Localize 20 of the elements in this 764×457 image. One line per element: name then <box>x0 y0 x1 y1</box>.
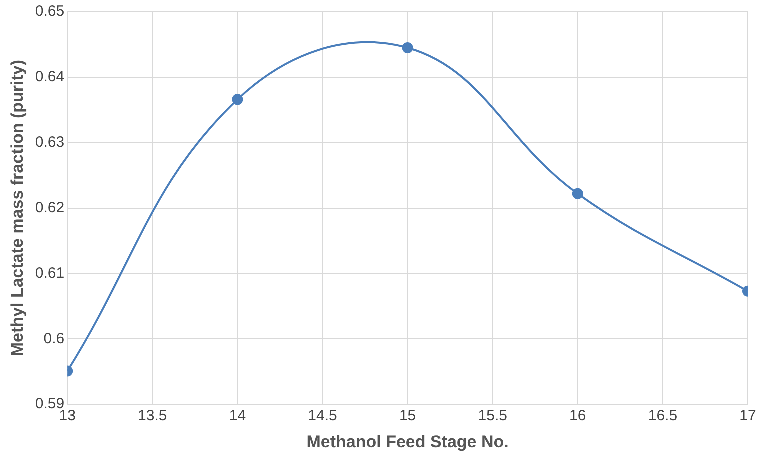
x-tick-label: 16.5 <box>648 408 678 425</box>
y-tick-label: 0.63 <box>35 134 65 152</box>
x-axis-title: Methanol Feed Stage No. <box>306 432 509 452</box>
x-tick-label: 15 <box>399 408 416 425</box>
x-tick-label: 13.5 <box>138 408 168 425</box>
y-axis-title: Methyl Lactate mass fraction (purity) <box>8 60 27 357</box>
x-tick-label: 17 <box>740 408 756 425</box>
x-tick-label: 14 <box>229 408 246 425</box>
x-tick-label: 16 <box>570 408 586 425</box>
point <box>572 188 584 200</box>
point <box>402 42 414 54</box>
y-tick-label: 0.62 <box>35 199 65 216</box>
x-tick-label: 14.5 <box>308 408 338 425</box>
y-tick-label: 0.65 <box>35 3 65 20</box>
x-tick-label: 15.5 <box>478 408 508 425</box>
x-tick-label: 13 <box>59 408 76 425</box>
y-tick-label: 0.6 <box>44 330 65 348</box>
y-tick-label: 0.61 <box>35 264 65 282</box>
point <box>232 94 244 106</box>
y-tick-label: 0.64 <box>35 68 65 86</box>
